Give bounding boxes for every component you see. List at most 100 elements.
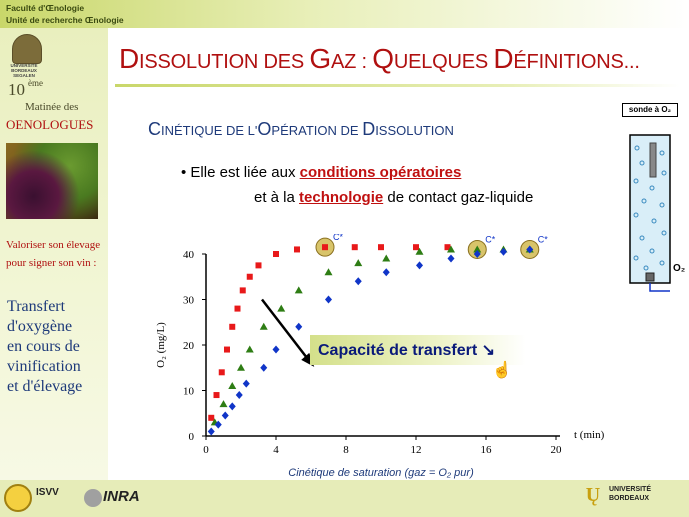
data-point-square	[351, 244, 358, 251]
cstar-label: C*	[538, 234, 548, 244]
x-axis-label: t (min)	[574, 429, 605, 441]
data-point-square	[255, 262, 262, 269]
topic-line: vinification	[7, 358, 81, 375]
bullet-conditions: • Elle est liée aux conditions opératoir…	[181, 164, 462, 181]
data-point-square	[239, 287, 246, 294]
topic-line: Transfert	[7, 298, 66, 315]
data-point-square	[246, 273, 253, 280]
data-point-triangle	[219, 400, 228, 408]
data-point-square	[208, 414, 215, 421]
data-point-diamond	[221, 411, 229, 420]
data-point-diamond	[228, 402, 236, 411]
oenologues-label: OENOLOGUES	[6, 117, 94, 132]
session-topic: Transfert d'oxygène en cours de vinifica…	[7, 297, 107, 397]
technology-highlight: technologie	[299, 189, 384, 206]
data-point-triangle	[228, 381, 237, 389]
x-tick-label: 0	[203, 444, 209, 456]
x-tick-label: 20	[551, 444, 563, 456]
data-point-triangle	[245, 345, 254, 353]
header-bar	[0, 0, 689, 28]
data-point-diamond	[235, 391, 243, 400]
x-tick-label: 16	[481, 444, 493, 456]
university-bordeaux-logo-icon: Ų	[585, 484, 601, 506]
o2-inlet-label: O₂	[673, 263, 686, 274]
x-tick-label: 12	[411, 444, 422, 456]
capacity-callout: Capacité de transfert ↘	[310, 335, 526, 365]
data-point-diamond	[207, 427, 215, 436]
grape-photo	[6, 143, 98, 219]
data-point-triangle	[473, 245, 482, 253]
data-point-diamond	[272, 345, 280, 354]
data-point-diamond	[500, 247, 507, 256]
data-point-diamond	[214, 420, 222, 429]
faculty-name: Faculté d'Œnologie	[6, 3, 85, 13]
isvv-logo-icon	[4, 484, 32, 512]
university-footer-label: UNIVERSITÉ BORDEAUX	[609, 486, 652, 502]
bullet-technology: et à la technologie de contact gaz-liqui…	[254, 189, 534, 206]
cstar-label: C*	[333, 234, 343, 242]
data-point-square	[413, 244, 419, 251]
pointer-hand-icon: ☝	[492, 362, 512, 379]
data-point-diamond	[325, 295, 332, 304]
topic-line: en cours de	[7, 338, 80, 355]
diffuser-icon	[645, 272, 655, 282]
data-point-diamond	[416, 261, 423, 270]
edition-number: 10	[8, 80, 25, 99]
university-name: UNIVERSITÉ BORDEAUX SEGALEN	[10, 63, 38, 78]
probe-label: sonde à O₂	[622, 103, 678, 117]
topic-line: d'oxygène	[7, 318, 73, 335]
sidebar	[0, 28, 108, 480]
inra-logo-icon	[84, 489, 102, 507]
data-point-square	[213, 392, 220, 399]
data-point-square	[322, 244, 328, 251]
conditions-highlight: conditions opératoires	[299, 164, 462, 181]
data-point-diamond	[260, 363, 268, 372]
y-tick-label: 0	[189, 431, 195, 443]
y-tick-label: 30	[183, 295, 195, 307]
cstar-label: C*	[485, 234, 495, 244]
x-tick-label: 8	[343, 444, 349, 456]
inra-label: INRA	[103, 488, 140, 505]
edition-suffix: ème	[28, 78, 43, 88]
data-point-diamond	[526, 245, 534, 254]
topic-line: et d'élevage	[7, 378, 83, 395]
data-point-square	[378, 244, 384, 251]
data-point-square	[224, 346, 230, 353]
data-point-diamond	[242, 379, 250, 388]
chart-caption: Cinétique de saturation (gaz = O₂ pur)	[288, 467, 474, 479]
capacity-label: Capacité de transfert ↘	[318, 342, 496, 359]
data-point-diamond	[447, 254, 455, 263]
data-point-square	[229, 323, 236, 330]
data-point-diamond	[473, 250, 481, 258]
data-point-square	[444, 244, 451, 251]
data-point-square	[273, 251, 279, 257]
tagline: Valoriser son élevage pour signer son vi…	[6, 236, 108, 272]
tagline-line: pour signer son vin :	[6, 257, 97, 269]
y-tick-label: 40	[183, 249, 195, 261]
probe-icon	[649, 142, 657, 178]
data-point-triangle	[382, 254, 391, 262]
x-tick-label: 4	[273, 444, 279, 456]
isvv-label: ISVV	[36, 487, 59, 498]
data-point-triangle	[447, 245, 455, 253]
data-point-triangle	[415, 247, 424, 255]
title-underline	[115, 84, 680, 87]
data-point-diamond	[295, 322, 303, 331]
data-point-square	[218, 369, 225, 376]
slide-title: DISSOLUTION DES GAZ : QUELQUES DÉFINITIO…	[119, 43, 640, 74]
data-point-square	[294, 246, 300, 253]
data-point-triangle	[237, 363, 245, 371]
oxygen-probe-diagram	[629, 134, 671, 292]
data-point-triangle	[294, 286, 303, 294]
arrow-line	[261, 298, 311, 362]
saturation-chart: 0 10 20 30 40 0 4 8 12 16 20 t (min) O₂ (mg/L) Cinéti…	[155, 234, 605, 479]
data-point-square	[234, 305, 241, 312]
data-point-triangle	[277, 304, 286, 312]
data-point-diamond	[354, 277, 362, 286]
bubbles-icon	[633, 145, 667, 271]
y-tick-label: 10	[183, 386, 195, 398]
y-tick-label: 20	[183, 340, 195, 352]
university-crest-icon	[12, 34, 42, 64]
research-unit-name: Unité de recherche Œnologie	[6, 15, 124, 25]
matinee-label: Matinée des	[25, 101, 79, 113]
